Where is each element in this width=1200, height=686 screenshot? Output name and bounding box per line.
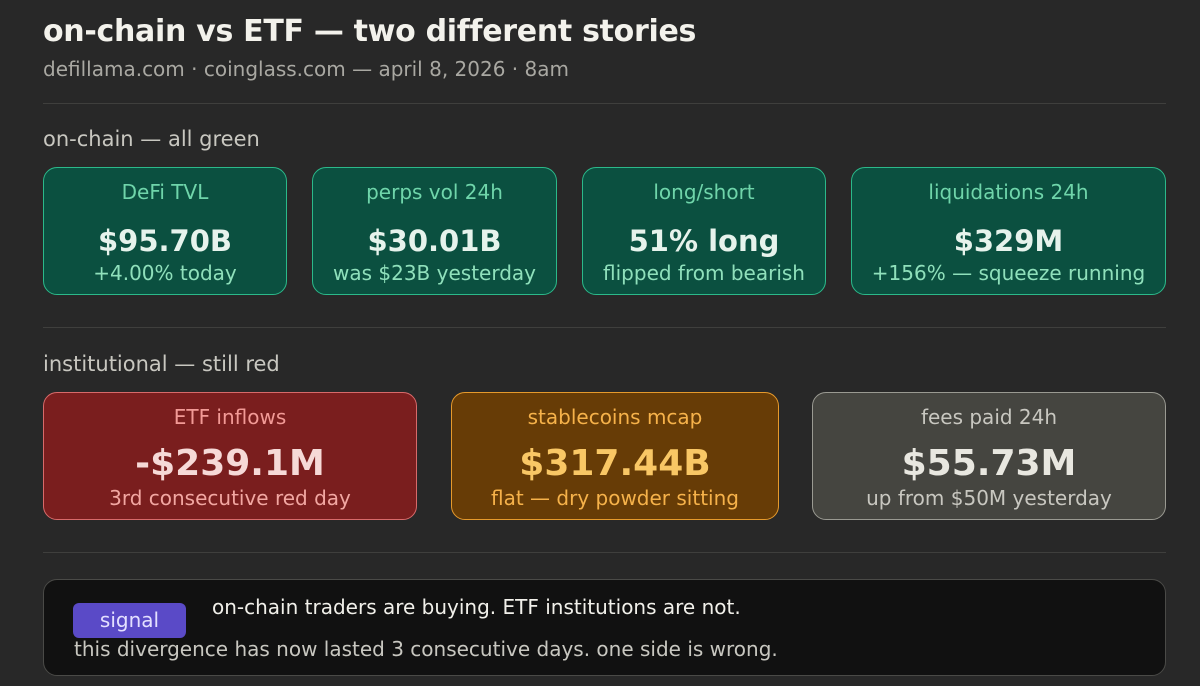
metric-subtext: 3rd consecutive red day: [109, 486, 351, 510]
metric-value: $55.73M: [901, 443, 1077, 484]
metric-label: ETF inflows: [173, 405, 287, 429]
metric-subtext: +156% — squeeze running: [871, 261, 1146, 285]
metric-value: -$239.1M: [135, 443, 325, 484]
metric-subtext: +4.00% today: [93, 261, 237, 285]
page-title: on-chain vs ETF — two different stories: [43, 14, 697, 49]
signal-callout: signal on-chain traders are buying. ETF …: [43, 579, 1166, 676]
metric-subtext: flipped from bearish: [603, 261, 805, 285]
divider: [43, 103, 1166, 104]
metric-card-liquidations: liquidations 24h $329M +156% — squeeze r…: [851, 167, 1166, 295]
metric-label: DeFi TVL: [121, 180, 209, 204]
metric-subtext: up from $50M yesterday: [866, 486, 1112, 510]
metric-value: $329M: [953, 224, 1064, 258]
metric-card-perps-vol: perps vol 24h $30.01B was $23B yesterday: [312, 167, 557, 295]
metric-card-stablecoins-mcap: stablecoins mcap $317.44B flat — dry pow…: [451, 392, 779, 520]
signal-badge: signal: [73, 603, 186, 638]
metric-value: $95.70B: [97, 224, 232, 258]
institutional-section-label: institutional — still red: [43, 352, 280, 376]
metric-label: fees paid 24h: [920, 405, 1058, 429]
metric-value: $317.44B: [519, 443, 711, 484]
metric-label: long/short: [653, 180, 755, 204]
signal-detail: this divergence has now lasted 3 consecu…: [74, 637, 778, 661]
divider: [43, 552, 1166, 553]
page-subtitle: defillama.com · coinglass.com — april 8,…: [43, 57, 569, 81]
signal-headline: on-chain traders are buying. ETF institu…: [212, 595, 741, 619]
divider: [43, 327, 1166, 328]
metric-card-etf-inflows: ETF inflows -$239.1M 3rd consecutive red…: [43, 392, 417, 520]
metric-card-defi-tvl: DeFi TVL $95.70B +4.00% today: [43, 167, 287, 295]
metric-value: $30.01B: [367, 224, 502, 258]
metric-label: liquidations 24h: [928, 180, 1089, 204]
onchain-section-label: on-chain — all green: [43, 127, 260, 151]
metric-card-fees-paid: fees paid 24h $55.73M up from $50M yeste…: [812, 392, 1166, 520]
metric-subtext: flat — dry powder sitting: [491, 486, 739, 510]
metric-label: stablecoins mcap: [527, 405, 703, 429]
metric-value: 51% long: [628, 224, 780, 258]
metric-card-long-short: long/short 51% long flipped from bearish: [582, 167, 826, 295]
metric-label: perps vol 24h: [366, 180, 503, 204]
metric-subtext: was $23B yesterday: [332, 261, 536, 285]
